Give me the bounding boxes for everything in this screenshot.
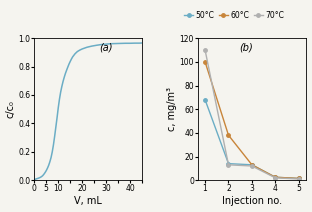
70°C: [273, 177, 277, 179]
50°C: [250, 163, 254, 166]
60°C: [297, 177, 300, 180]
Y-axis label: c/c₀: c/c₀: [5, 100, 15, 118]
50°C: [203, 98, 207, 101]
Y-axis label: c, mg/m³: c, mg/m³: [167, 87, 177, 131]
X-axis label: Injection no.: Injection no.: [222, 196, 282, 206]
60°C: [273, 176, 277, 179]
Text: (a): (a): [99, 42, 112, 52]
60°C: [250, 163, 254, 166]
70°C: [297, 178, 300, 180]
60°C: [227, 134, 230, 137]
70°C: [203, 49, 207, 51]
70°C: [227, 163, 230, 166]
70°C: [250, 165, 254, 167]
X-axis label: V, mL: V, mL: [74, 196, 102, 206]
50°C: [227, 162, 230, 165]
Text: (b): (b): [239, 42, 253, 52]
Legend: 50°C, 60°C, 70°C: 50°C, 60°C, 70°C: [181, 8, 287, 23]
60°C: [203, 61, 207, 63]
Line: 60°C: 60°C: [203, 60, 300, 180]
50°C: [273, 176, 277, 179]
Line: 70°C: 70°C: [203, 48, 300, 181]
50°C: [297, 177, 300, 180]
Line: 50°C: 50°C: [203, 98, 300, 180]
